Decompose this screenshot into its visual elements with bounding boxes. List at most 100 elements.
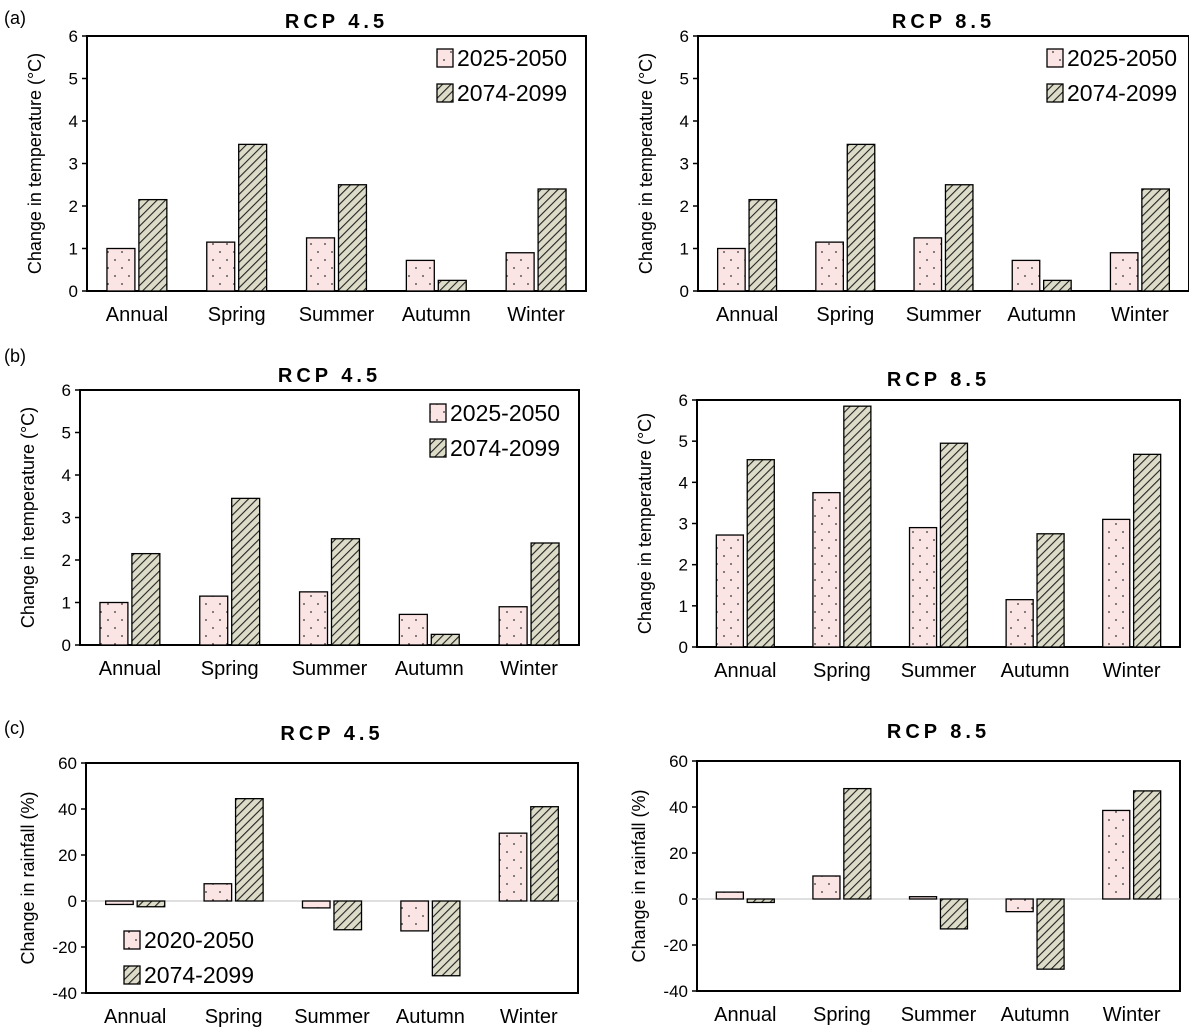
bar-2074-2099 [530, 542, 560, 646]
category-label: Winter [1111, 304, 1169, 326]
legend-label: 2025-2050 [450, 400, 560, 426]
bar-2025-2050 [405, 259, 435, 292]
category-label: Annual [716, 304, 778, 326]
category-label: Summer [906, 304, 982, 326]
y-tick-label: 6 [680, 27, 689, 46]
category-label: Summer [294, 1006, 370, 1028]
y-tick-label: 20 [669, 844, 688, 863]
legend-swatch [436, 48, 454, 68]
bar-2074-2099 [136, 900, 166, 908]
category-label: Winter [500, 658, 558, 680]
bar-2074-2099 [1043, 279, 1072, 292]
y-tick-label: -40 [52, 984, 77, 1003]
bar-2025-2050 [1005, 599, 1034, 648]
bar-2074-2099 [337, 184, 368, 292]
legend-label: 2074-2099 [1067, 80, 1177, 106]
bar-2025-2050 [715, 534, 745, 648]
legend-label: 2074-2099 [144, 962, 254, 988]
y-tick-label: 0 [68, 892, 77, 911]
chart-title: RCP 8.5 [887, 369, 990, 391]
legend-swatch [1046, 48, 1064, 68]
bar-2025-2050 [498, 606, 528, 646]
chart-5: RCP 8.5 -40 -20 0 20 40 60 Change in rainfall (… [629, 721, 1181, 1026]
chart-4: RCP 4.5 -40 -20 0 20 40 60 Change in rainfall (… [18, 723, 579, 1028]
y-tick-label: 4 [680, 112, 689, 131]
y-axis-label: Change in rainfall (%) [18, 791, 38, 964]
bar-2074-2099 [238, 143, 268, 292]
category-label: Summer [901, 1004, 977, 1026]
plot-frame [85, 762, 579, 994]
bar-2020-2050 [400, 900, 430, 932]
chart-title: RCP 4.5 [285, 11, 388, 33]
category-label: Autumn [1007, 304, 1076, 326]
category-label: Autumn [402, 304, 471, 326]
bar-2074-2099 [138, 198, 168, 292]
y-tick-label: 0 [679, 638, 688, 657]
category-label: Winter [507, 304, 565, 326]
y-tick-label: 4 [69, 112, 78, 131]
bar-2025-2050 [812, 491, 841, 648]
bar-2074-2099 [746, 459, 775, 648]
bar-2074-2099 [430, 633, 460, 646]
bar-2025-2050 [1011, 259, 1041, 292]
bar-2074-2099 [748, 198, 778, 292]
bar-2020-2050 [1005, 898, 1034, 913]
bar-2025-2050 [908, 526, 938, 648]
y-tick-label: 3 [62, 509, 71, 528]
bar-2020-2050 [301, 900, 331, 909]
legend-label: 2025-2050 [457, 45, 567, 71]
y-tick-label: 2 [69, 197, 78, 216]
bar-2025-2050 [1102, 518, 1131, 648]
bar-2074-2099 [746, 898, 775, 904]
legend-swatch [429, 438, 447, 458]
bar-2025-2050 [398, 613, 428, 646]
bar-2074-2099 [231, 497, 261, 646]
bar-2020-2050 [203, 883, 233, 902]
chart-title: RCP 4.5 [280, 723, 383, 745]
legend-swatch [429, 403, 447, 423]
category-label: Winter [1103, 660, 1161, 682]
y-tick-label: -20 [663, 936, 688, 955]
bar-2074-2099 [537, 188, 567, 292]
category-label: Winter [500, 1006, 558, 1028]
category-label: Annual [99, 658, 161, 680]
category-label: Spring [813, 1004, 871, 1026]
panel-label-b: (b) [4, 346, 26, 366]
chart-3: RCP 8.5 0 1 2 3 4 5 6 Change in temperature (°C)… [635, 369, 1181, 682]
bar-2025-2050 [1109, 252, 1139, 292]
y-tick-label: 0 [62, 636, 71, 655]
y-axis-label: Change in temperature (°C) [636, 53, 656, 274]
category-label: Spring [205, 1006, 263, 1028]
bar-2074-2099 [843, 405, 872, 648]
legend-label: 2074-2099 [450, 435, 560, 461]
y-tick-label: 6 [69, 27, 78, 46]
panel-label-c: (c) [4, 718, 25, 738]
bar-2025-2050 [298, 591, 329, 646]
legend-swatch [1046, 83, 1064, 103]
y-tick-label: 40 [58, 800, 77, 819]
y-tick-label: 3 [69, 155, 78, 174]
bar-2025-2050 [106, 247, 136, 292]
bar-2025-2050 [505, 252, 535, 292]
chart-title: RCP 8.5 [887, 721, 990, 743]
category-label: Winter [1103, 1004, 1161, 1026]
y-tick-label: 60 [58, 754, 77, 773]
bar-2025-2050 [815, 241, 844, 292]
y-tick-label: 1 [679, 597, 688, 616]
bar-2025-2050 [913, 237, 943, 292]
y-tick-label: 2 [679, 556, 688, 575]
bar-2074-2099 [843, 787, 872, 900]
category-label: Autumn [396, 1006, 465, 1028]
legend-swatch [123, 965, 141, 985]
bar-2074-2099 [939, 898, 969, 930]
y-axis-label: Change in temperature (°C) [635, 413, 655, 634]
y-tick-label: 6 [679, 391, 688, 410]
bar-2074-2099 [131, 552, 161, 646]
bar-2074-2099 [1036, 898, 1065, 970]
y-tick-label: 20 [58, 846, 77, 865]
bar-2074-2099 [431, 900, 461, 977]
y-tick-label: 60 [669, 752, 688, 771]
category-label: Spring [201, 658, 259, 680]
y-tick-label: 0 [680, 282, 689, 301]
chart-0: RCP 4.5 0 1 2 3 4 5 6 Change in temperature (°C)… [25, 11, 587, 326]
